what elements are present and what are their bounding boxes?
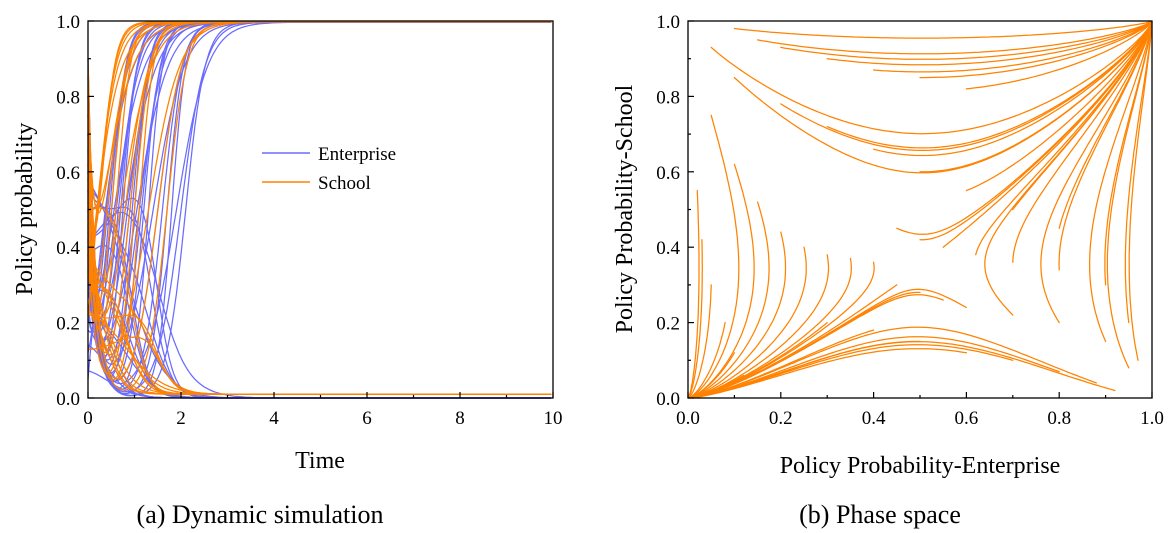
- panel-a-y-tick-label: 0.8: [56, 87, 80, 108]
- panel-b-ticks: 0.0 0.2 0.4 0.6 0.8 1.0 0.0 0.2 0.4 0.6 0.8 1.0: [656, 12, 1164, 429]
- panel-a-x-axis-label: Time: [295, 448, 345, 474]
- panel-a-enterprise-rising-line: [87, 21, 552, 320]
- panel-b-trajectory-line: [688, 321, 726, 399]
- panel-a-x-tick-label: 4: [269, 408, 279, 429]
- panel-a-enterprise-rising-line: [87, 21, 552, 370]
- panel-a-x-tick-label: 10: [544, 408, 563, 429]
- panel-a-enterprise-rising-line: [87, 21, 552, 320]
- panel-a-enterprise-rising-line: [87, 21, 552, 374]
- panel-b-y-axis-label: Policy Probability-School: [612, 84, 638, 333]
- panel-b-x-tick-label: 0.2: [769, 408, 793, 429]
- panel-a-y-tick-label: 0.6: [56, 163, 80, 184]
- panel-b-trajectory-line: [688, 189, 700, 398]
- panel-b-trajectory-line: [919, 21, 1153, 173]
- panel-b-trajectory-line: [826, 21, 1153, 149]
- panel-a-school-decaying-line: [87, 207, 552, 395]
- panel-b-trajectory-line: [872, 21, 1152, 73]
- panel-b-trajectory-line: [688, 326, 1097, 399]
- panel-b-trajectory-line: [1106, 21, 1153, 369]
- panel-b-trajectory-line: [965, 21, 1153, 192]
- panel-a-x-tick-label: 8: [455, 408, 465, 429]
- legend-label-school: School: [318, 173, 371, 194]
- panel-b-trajectory-line: [710, 21, 1153, 135]
- panel-b-y-tick-label: 0.0: [656, 389, 680, 410]
- panel-a-y-axis-label: Policy probability: [12, 123, 38, 296]
- panel-b-trajectory-line: [688, 341, 1116, 399]
- panel-b-trajectory-line: [689, 284, 712, 398]
- panel-b-y-tick-label: 0.8: [656, 87, 680, 108]
- panel-a-x-tick-label: 6: [362, 408, 372, 429]
- panel-b-trajectory-line: [1058, 21, 1153, 271]
- panel-b: 0.0 0.2 0.4 0.6 0.8 1.0 0.0 0.2 0.4 0.6 0.8 1.0 Pol…: [612, 12, 1164, 529]
- panel-b-x-axis-label: Policy Probability-Enterprise: [780, 453, 1061, 479]
- panel-b-x-tick-label: 1.0: [1140, 408, 1164, 429]
- panel-a-enterprise-rising-line: [87, 21, 552, 390]
- panel-a-legend: Enterprise School: [262, 144, 396, 194]
- panel-b-trajectory-line: [689, 261, 875, 399]
- panel-b-trajectory-line: [1012, 21, 1153, 263]
- panel-a-school-rising-line: [87, 21, 552, 374]
- panel-a-enterprise-rising-line: [87, 21, 552, 391]
- panel-b-trajectory-line: [965, 21, 1153, 90]
- panel-b-trajectory-line: [984, 21, 1153, 316]
- panel-b-trajectory-line: [1040, 21, 1153, 324]
- panel-a: 0 2 4 6 8 10 0.0 0.2 0.4 0.6 0.8 1.0 Enterprise Sch…: [12, 12, 563, 529]
- panel-a-y-tick-label: 0.4: [56, 238, 80, 259]
- panel-b-x-tick-label: 0.0: [676, 408, 700, 429]
- panel-b-y-tick-label: 0.4: [656, 238, 680, 259]
- panel-a-enterprise-rising-line: [87, 21, 552, 385]
- panel-b-x-tick-label: 0.6: [955, 408, 979, 429]
- panel-a-enterprise-rising-line: [87, 21, 552, 393]
- panel-a-caption: (a) Dynamic simulation: [137, 500, 384, 529]
- panel-a-x-tick-label: 2: [176, 408, 186, 429]
- panel-b-trajectory-line: [1088, 21, 1153, 343]
- panel-b-trajectory-line: [826, 21, 1152, 66]
- panel-a-school-decaying-line: [87, 336, 552, 395]
- panel-b-trajectory-line: [756, 21, 1152, 55]
- panel-b-trajectory-line: [733, 21, 1152, 39]
- panel-a-x-tick-label: 0: [83, 408, 93, 429]
- panel-b-trajectory-line: [688, 239, 703, 398]
- panel-b-trajectory-line: [942, 21, 1153, 248]
- panel-b-x-tick-label: 0.4: [862, 408, 886, 429]
- panel-a-ticks: 0 2 4 6 8 10 0.0 0.2 0.4 0.6 0.8 1.0: [56, 12, 562, 429]
- panel-b-trajectory-line: [1128, 21, 1153, 361]
- panel-b-y-tick-label: 0.6: [656, 163, 680, 184]
- panel-a-enterprise-decaying-line: [87, 205, 552, 399]
- panel-a-trajectories: [87, 21, 552, 399]
- panel-a-y-tick-label: 0.2: [56, 314, 80, 335]
- panel-a-y-tick-label: 0.0: [56, 389, 80, 410]
- panel-b-x-tick-label: 0.8: [1047, 408, 1071, 429]
- panel-a-school-rising-line: [87, 21, 552, 391]
- panel-b-y-tick-label: 1.0: [656, 12, 680, 33]
- legend-label-enterprise: Enterprise: [318, 144, 396, 165]
- panel-b-caption: (b) Phase space: [799, 500, 961, 529]
- panel-b-y-tick-label: 0.2: [656, 314, 680, 335]
- panel-b-trajectory-line: [872, 21, 1153, 157]
- panel-b-trajectories: [688, 21, 1153, 399]
- panel-b-trajectory-line: [780, 21, 1152, 60]
- panel-a-y-tick-label: 1.0: [56, 12, 80, 33]
- panel-b-trajectory-line: [688, 201, 770, 399]
- panel-b-trajectory-line: [688, 114, 740, 399]
- panel-b-trajectory-line: [919, 21, 1152, 79]
